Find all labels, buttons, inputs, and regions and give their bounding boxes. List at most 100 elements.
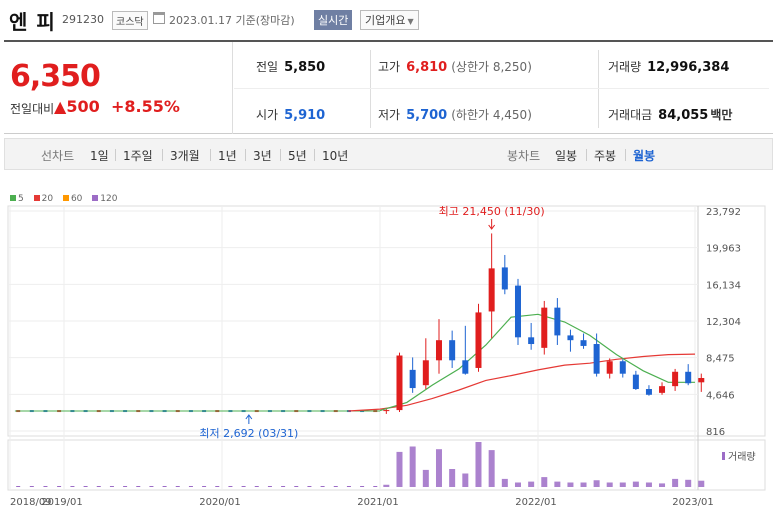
- divider: [234, 88, 769, 89]
- legend-swatch: [10, 195, 16, 201]
- change-amount: 500: [66, 97, 100, 116]
- upper-limit: (상한가 8,250): [451, 60, 532, 74]
- x-tick-label: 2021/01: [357, 497, 399, 508]
- change-value: ▲500: [54, 97, 100, 116]
- open-cell: 시가 5,910: [256, 106, 325, 123]
- volume-bar: [281, 486, 286, 487]
- y-tick-label: 12,304: [706, 317, 741, 328]
- change-percent: +8.55%: [111, 97, 180, 116]
- low-label: 저가: [378, 108, 401, 122]
- calendar-icon: [153, 12, 165, 24]
- divider: [115, 149, 116, 161]
- volume-bar: [241, 486, 246, 487]
- legend-swatch: [62, 195, 69, 201]
- volume-bar: [593, 480, 600, 487]
- x-tick-label: 2018/09: [10, 497, 52, 508]
- volume-bar: [409, 446, 416, 487]
- legend-item-ma60[interactable]: 60: [62, 194, 82, 204]
- legend-swatch: [92, 195, 99, 201]
- period-5y[interactable]: 5년: [288, 149, 307, 163]
- legend-label: 20: [41, 194, 54, 204]
- max-arrow-head: [488, 224, 496, 230]
- stock-code: 291230: [62, 13, 104, 26]
- volume-label: 거래량: [608, 60, 642, 74]
- high-label: 고가: [378, 60, 401, 74]
- candle-body: [554, 307, 561, 336]
- period-monthly[interactable]: 월봉: [633, 149, 656, 163]
- legend-item-ma5[interactable]: 5: [10, 194, 24, 204]
- volume-bar: [70, 486, 75, 487]
- volume-bar: [567, 482, 574, 487]
- candle-body: [514, 285, 521, 338]
- ma20-line: [348, 353, 696, 412]
- period-3m[interactable]: 3개월: [170, 149, 200, 163]
- volume-bar: [267, 486, 272, 487]
- volume-bar: [672, 478, 679, 487]
- legend-swatch: [33, 195, 40, 201]
- volume-bar: [175, 486, 180, 487]
- x-tick-label: 2022/01: [515, 497, 557, 508]
- company-info-button[interactable]: 기업개요 ▼: [360, 10, 419, 30]
- volume-bar: [320, 486, 325, 487]
- volume-bar: [619, 482, 626, 487]
- legend-label: 120: [100, 194, 118, 204]
- period-weekly[interactable]: 주봉: [594, 149, 617, 163]
- period-1y[interactable]: 1년: [218, 149, 237, 163]
- volume-bar: [294, 486, 299, 487]
- divider: [314, 149, 315, 161]
- low-cell: 저가 5,700 (하한가 4,450): [378, 106, 532, 123]
- x-tick-label: 2019/01: [41, 497, 83, 508]
- period-3y[interactable]: 3년: [253, 149, 272, 163]
- open-value: 5,910: [284, 108, 326, 123]
- candle-body: [593, 344, 600, 374]
- ma-legend: 5 20 60 120: [10, 194, 124, 204]
- candle-body: [449, 340, 456, 361]
- volume-bar: [333, 486, 338, 487]
- lower-limit: (하한가 4,450): [451, 108, 532, 122]
- legend-item-ma120[interactable]: 120: [92, 194, 117, 204]
- y-tick-label: 19,963: [706, 244, 741, 255]
- volume-bar: [422, 469, 429, 487]
- volume-bar: [307, 486, 312, 487]
- candle-body: [528, 337, 535, 345]
- period-10y[interactable]: 10년: [322, 149, 349, 163]
- chevron-down-icon: ▼: [407, 17, 414, 26]
- candle-body: [580, 340, 587, 346]
- quote-date: 2023.01.17 기준(장마감): [169, 14, 295, 27]
- volume-bar: [83, 486, 88, 487]
- volume-bar: [514, 482, 521, 487]
- volume-bar: [632, 481, 639, 487]
- x-tick-label: 2020/01: [199, 497, 241, 508]
- realtime-button[interactable]: 실시간: [314, 10, 353, 30]
- candle-body: [396, 355, 403, 411]
- x-tick-label: 2023/01: [672, 497, 714, 508]
- candle-chart-label: 봉차트: [507, 149, 541, 163]
- divider: [625, 149, 626, 161]
- candle-body: [606, 361, 613, 374]
- volume-bar: [43, 486, 48, 487]
- volume-bar: [606, 482, 613, 487]
- period-1d[interactable]: 1일: [90, 149, 109, 163]
- min-annotation: 최저 2,692 (03/31): [199, 427, 298, 440]
- volume-bar: [645, 482, 652, 487]
- divider: [245, 149, 246, 161]
- market-badge: 코스닥: [112, 11, 148, 30]
- divider: [162, 149, 163, 161]
- candle-body: [501, 267, 508, 290]
- candle-body: [685, 371, 692, 384]
- volume-bar: [383, 484, 390, 487]
- candle-body: [672, 371, 679, 387]
- period-1w[interactable]: 1주일: [123, 149, 153, 163]
- legend-item-ma20[interactable]: 20: [33, 194, 54, 204]
- volume-bar: [254, 486, 259, 487]
- candle-body: [567, 335, 574, 341]
- ma5-line: [379, 313, 695, 412]
- stock-header: 엔 피 291230 코스닥 2023.01.17 기준(장마감) 실시간 기업…: [0, 0, 773, 40]
- price-box: 6,350 전일대비 ▲500 +8.55%: [4, 42, 233, 134]
- volume-bar: [136, 486, 141, 487]
- candle-body: [619, 361, 626, 374]
- low-value: 5,700: [406, 108, 448, 123]
- period-daily[interactable]: 일봉: [555, 149, 578, 163]
- candle-body: [632, 374, 639, 390]
